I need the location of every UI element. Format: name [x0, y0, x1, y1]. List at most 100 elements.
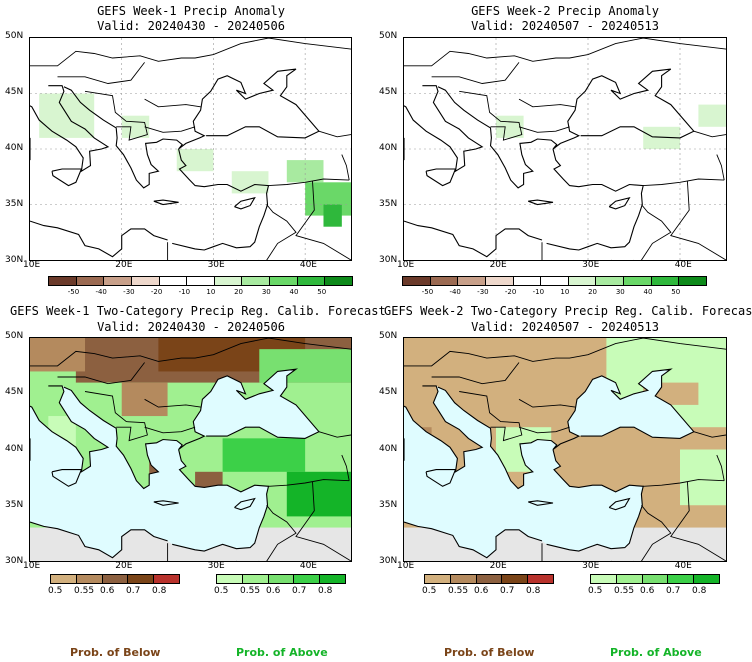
colorbar-tick-label: -20	[504, 288, 517, 296]
prob-tick-label: 0.7	[126, 586, 141, 596]
coastline	[63, 68, 320, 189]
coastline	[546, 148, 644, 251]
country-border	[640, 204, 672, 260]
country-border	[431, 362, 520, 385]
longitude-label: 10E	[23, 561, 41, 571]
prob-tick-label: 0.7	[500, 586, 515, 596]
prob-tick-label: 0.6	[266, 586, 281, 596]
latitude-label: 40N	[5, 443, 24, 454]
latitude-label: 30N	[379, 556, 398, 566]
colorbar-swatch	[596, 277, 625, 285]
longitude-label: 40E	[299, 561, 317, 571]
colorbar-swatch	[268, 575, 295, 583]
country-border	[266, 204, 297, 260]
coastline	[404, 220, 543, 258]
country-border	[144, 398, 201, 408]
coastline	[172, 449, 270, 552]
prob-below-colorbar-2	[424, 574, 554, 584]
forecast-region	[39, 93, 95, 138]
colorbar-swatch	[642, 575, 669, 583]
country-border	[318, 130, 351, 138]
colorbar-swatch	[513, 277, 542, 285]
panel1-title: GEFS Week-1 Precip Anomaly	[97, 4, 285, 18]
prob-tick-label: 0.55	[448, 586, 469, 596]
colorbar-swatch	[476, 575, 503, 583]
country-border	[643, 479, 725, 487]
latitude-label: 45N	[5, 387, 24, 398]
latitude-label: 35N	[5, 499, 24, 510]
colorbar-swatch	[102, 575, 129, 583]
longitude-label: 40E	[299, 260, 317, 270]
latitude-label: 35N	[379, 499, 398, 510]
latitude-label: 35N	[379, 199, 398, 209]
prob-above-label-1: Prob. of Above	[236, 646, 328, 659]
forecast-region	[30, 338, 86, 372]
prob-above-colorbar-2	[590, 574, 720, 584]
colorbar-swatch	[425, 575, 451, 583]
colorbar-swatch	[159, 277, 188, 285]
prob-tick-label: 0.7	[292, 586, 307, 596]
colorbar-swatch	[51, 575, 77, 583]
colorbar-swatch	[403, 277, 431, 285]
coastline	[153, 500, 179, 506]
panel2-valid: Valid: 20240507 - 20240513	[471, 19, 659, 33]
latitude-label: 50N	[5, 331, 24, 341]
coastline	[30, 220, 168, 258]
latitude-label: 30N	[5, 255, 24, 265]
latitude-label: 40N	[379, 443, 398, 454]
colorbar-swatch	[325, 277, 353, 285]
sea-area	[193, 369, 319, 439]
country-border	[670, 481, 726, 561]
country-border	[518, 126, 570, 133]
prob-tick-label: 0.6	[640, 586, 655, 596]
latitude-label: 30N	[379, 255, 398, 265]
country-border	[57, 62, 145, 84]
coastline	[63, 368, 320, 490]
colorbar-tick-label: -50	[421, 288, 434, 296]
colorbar-swatch	[668, 575, 695, 583]
coastline	[546, 449, 644, 552]
country-border	[30, 38, 351, 67]
country-border	[266, 505, 297, 561]
colorbar-swatch	[450, 575, 477, 583]
colorbar-swatch	[541, 277, 569, 285]
prob-below-colorbar-1	[50, 574, 180, 584]
panel4-map	[403, 337, 727, 562]
longitude-label: 30E	[207, 260, 225, 270]
coastline	[30, 385, 110, 473]
coastline	[608, 196, 631, 210]
colorbar-tick-label: -50	[67, 288, 80, 296]
country-border	[268, 479, 350, 487]
colorbar-swatch	[187, 277, 215, 285]
longitude-label: 30E	[582, 260, 600, 270]
country-border	[431, 62, 520, 84]
colorbar-swatch	[76, 277, 105, 285]
country-border	[341, 454, 350, 481]
longitude-label: 30E	[582, 561, 600, 571]
colorbar-tick-label: 20	[234, 288, 243, 296]
colorbar-tick-label: -30	[477, 288, 489, 296]
country-border	[57, 362, 145, 385]
anomaly-colorbar-1	[48, 276, 353, 286]
country-border	[295, 181, 351, 260]
forecast-region	[634, 505, 690, 528]
colorbar-swatch	[320, 575, 345, 583]
colorbar-tick-label: -40	[449, 288, 461, 296]
panel2-title: GEFS Week-2 Precip Anomaly	[471, 4, 659, 18]
forecast-region	[286, 160, 324, 183]
country-border	[459, 90, 523, 141]
prob-above-colorbar-1	[216, 574, 346, 584]
colorbar-tick-label: -30	[123, 288, 135, 296]
coastline	[425, 469, 457, 487]
prob-tick-label: 0.8	[526, 586, 541, 596]
country-border	[144, 98, 201, 108]
colorbar-swatch	[294, 575, 321, 583]
panel3-valid: Valid: 20240430 - 20240506	[97, 320, 285, 334]
longitude-label: 40E	[674, 260, 692, 270]
prob-tick-label: 0.6	[474, 586, 489, 596]
coastline	[30, 521, 168, 559]
coastline	[51, 469, 83, 487]
colorbar-swatch	[242, 277, 271, 285]
colorbar-swatch	[624, 277, 652, 285]
prob-tick-label: 0.8	[692, 586, 707, 596]
